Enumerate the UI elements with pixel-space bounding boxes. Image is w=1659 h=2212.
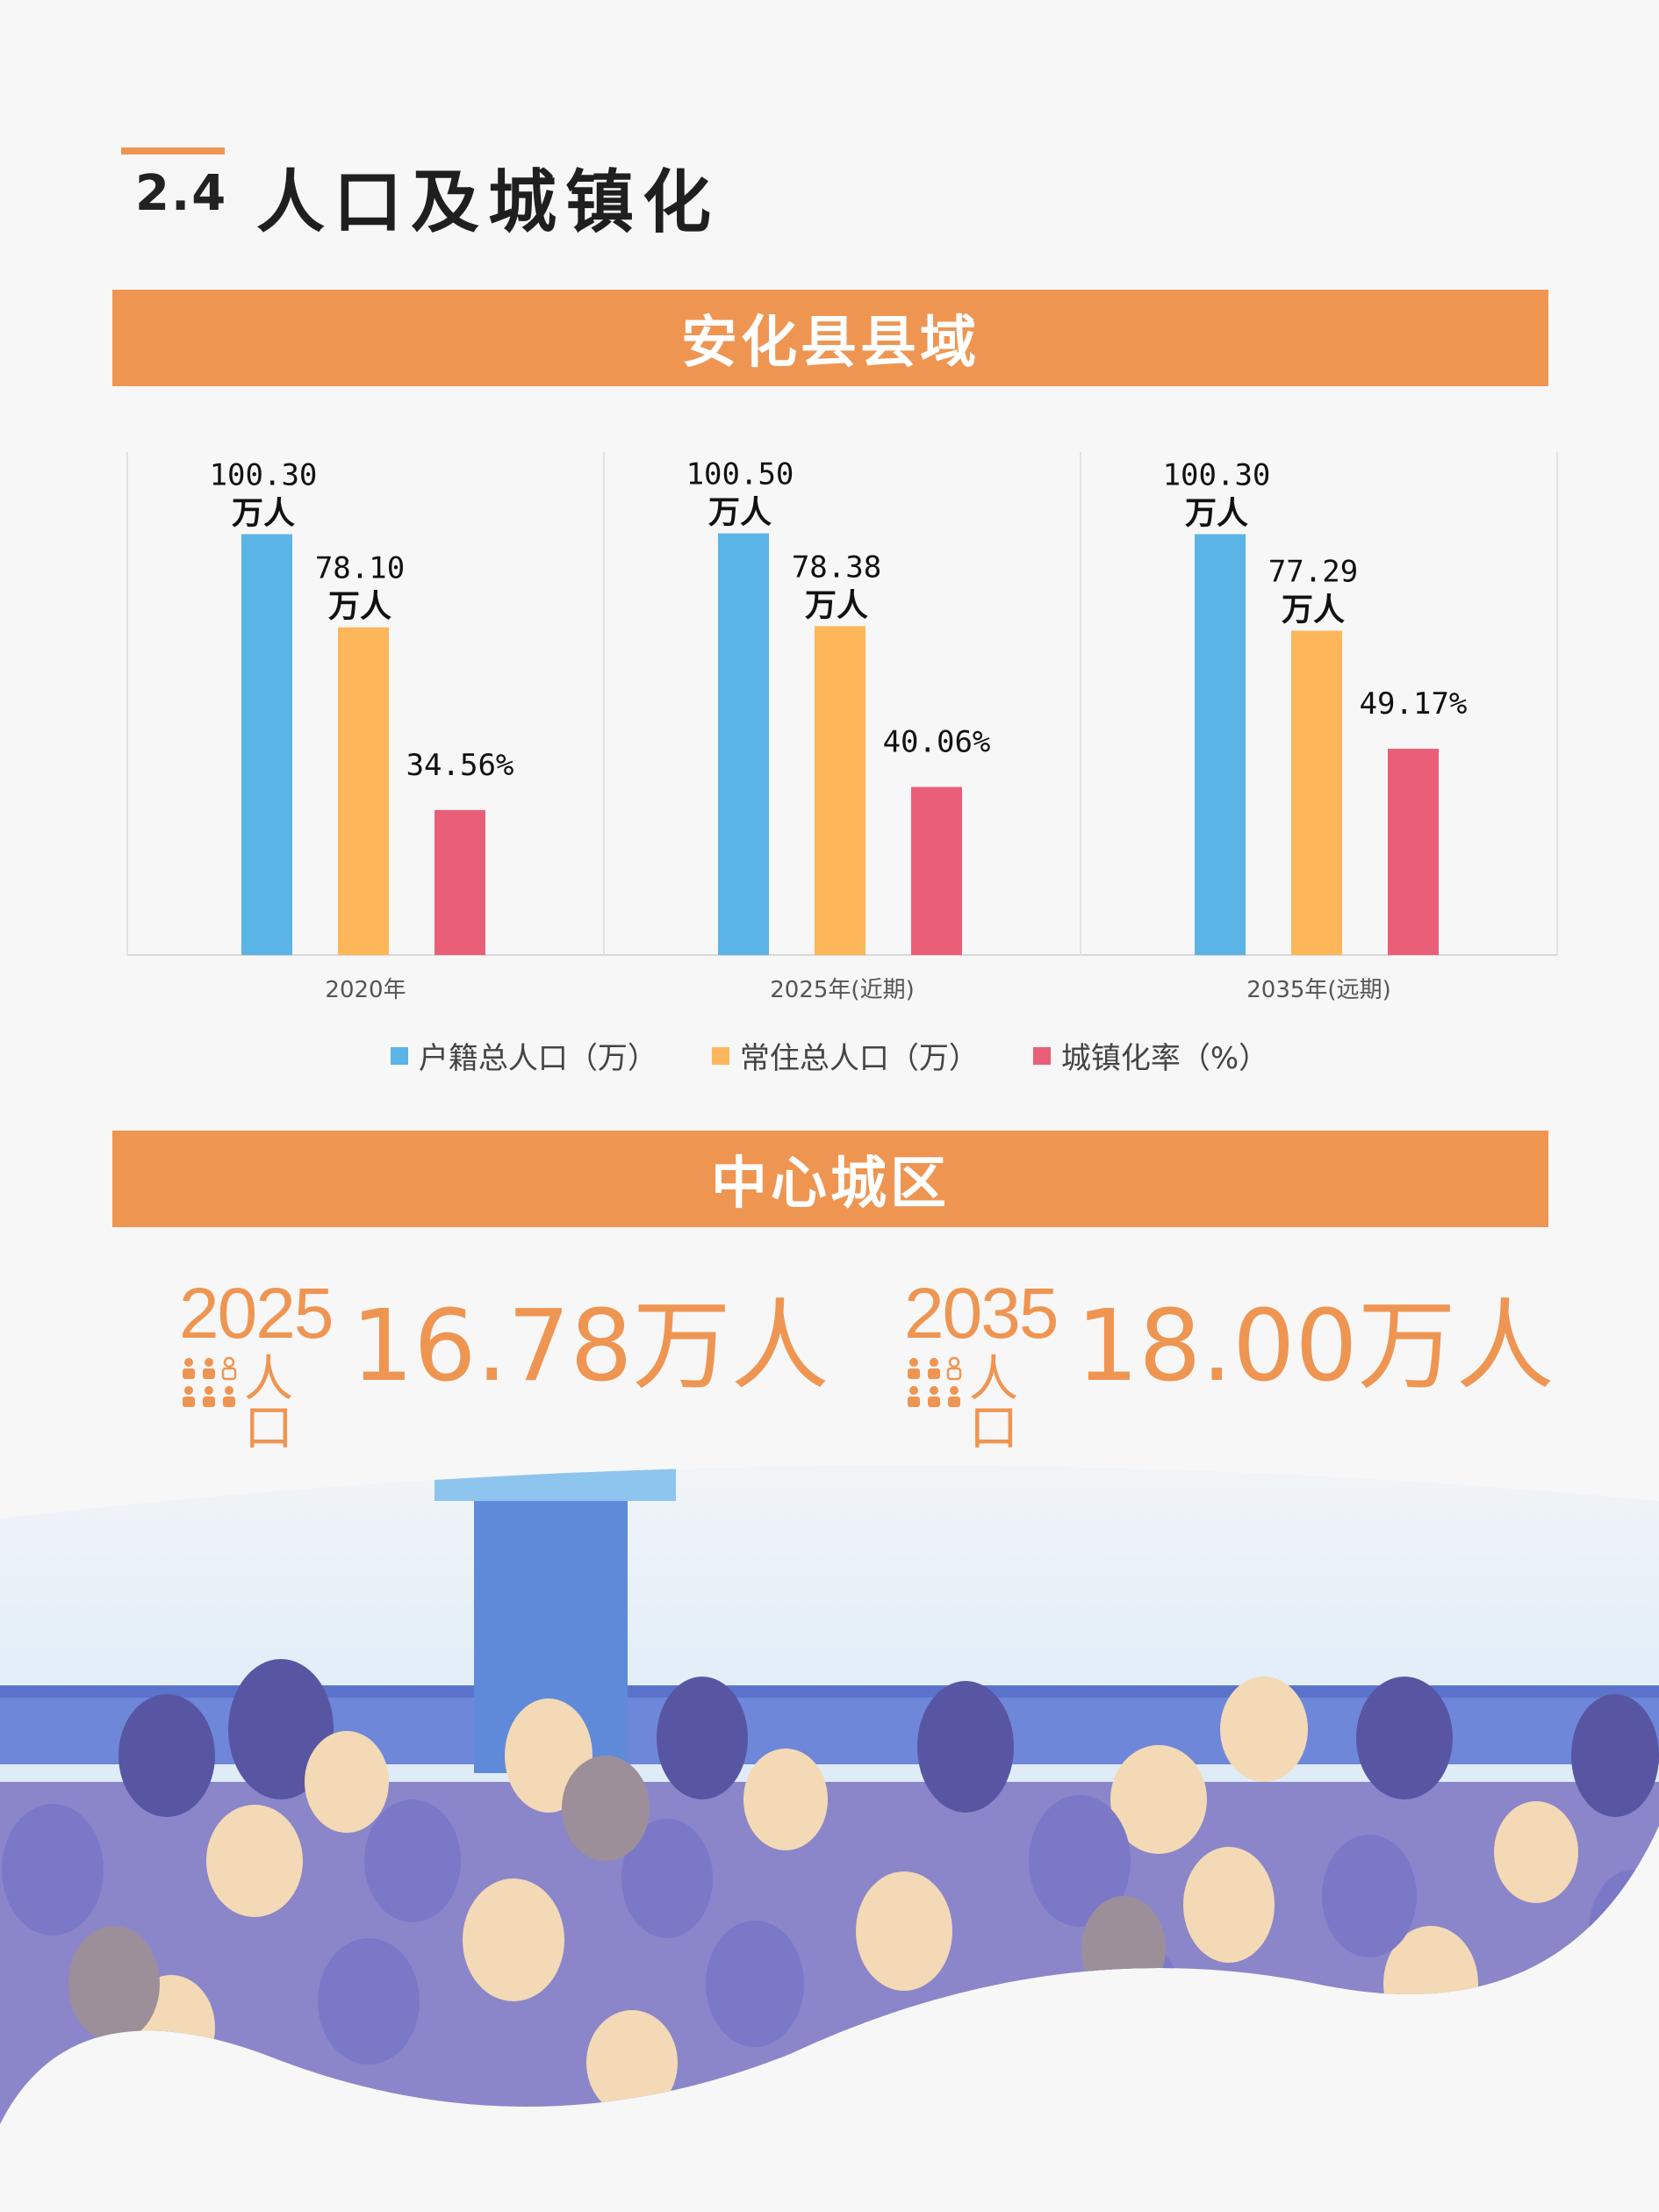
- stat-label: 人口: [969, 1351, 1018, 1457]
- bar-0-1: [718, 533, 769, 955]
- stat-year: 2025: [179, 1274, 334, 1354]
- data-label: 78.38: [792, 549, 881, 585]
- bar-0-2: [1195, 534, 1246, 955]
- bar-2-0: [434, 809, 485, 955]
- stat-year: 2035: [904, 1274, 1059, 1354]
- legend-swatch-resident: [711, 1046, 729, 1065]
- x-tick-label: 2025年(近期): [770, 977, 914, 1003]
- data-label: 78.10: [315, 551, 405, 586]
- people-icon: [908, 1356, 962, 1407]
- legend-item-household: 户籍总人口（万）: [390, 1034, 657, 1077]
- bar-2-2: [1388, 748, 1439, 955]
- bar-1-1: [815, 626, 865, 955]
- x-tick-label: 2020年: [325, 977, 406, 1003]
- x-tick-label: 2035年(远期): [1246, 977, 1390, 1003]
- data-label: 34.56%: [406, 748, 514, 783]
- section-number: 2.4: [135, 165, 228, 222]
- center-banner-label: 中心城区: [711, 1152, 950, 1217]
- data-label-unit: 万人: [1282, 592, 1345, 628]
- data-label: 100.30: [210, 458, 318, 493]
- stat-value: 16.78万人: [351, 1289, 830, 1404]
- people-icon: [183, 1356, 237, 1407]
- bar-2-1: [911, 786, 962, 955]
- bar-1-0: [338, 627, 389, 955]
- county-banner-label: 安化县县域: [681, 311, 980, 376]
- legend-label-urbanization: 城镇化率（%）: [1060, 1041, 1269, 1076]
- bar-0-0: [241, 534, 292, 955]
- data-label: 100.50: [686, 457, 794, 492]
- data-label: 100.30: [1163, 458, 1271, 493]
- legend-swatch-urbanization: [1032, 1046, 1051, 1065]
- data-label-unit: 万人: [232, 496, 295, 532]
- county-banner: 安化县县域: [112, 290, 1548, 386]
- data-label: 40.06%: [883, 725, 991, 760]
- section-rule: [121, 147, 225, 154]
- data-label-unit: 万人: [1185, 496, 1248, 532]
- data-label: 49.17%: [1360, 686, 1468, 722]
- data-label: 77.29: [1268, 555, 1358, 590]
- legend-swatch-household: [390, 1046, 408, 1065]
- data-label-unit: 万人: [328, 589, 391, 625]
- stat-label: 人口: [244, 1351, 293, 1457]
- legend-item-resident: 常住总人口（万）: [711, 1034, 979, 1077]
- chart-legend: 户籍总人口（万） 常住总人口（万） 城镇化率（%）: [0, 1034, 1659, 1077]
- data-label-unit: 万人: [805, 587, 868, 623]
- population-chart: 100.30万人78.10万人34.56%2020年100.50万人78.38万…: [126, 452, 1558, 1003]
- bar-1-2: [1291, 630, 1342, 955]
- legend-item-urbanization: 城镇化率（%）: [1032, 1034, 1269, 1077]
- stat-value: 18.00万人: [1076, 1289, 1555, 1404]
- legend-label-resident: 常住总人口（万）: [739, 1041, 979, 1076]
- crowd-illustration: [0, 1465, 1659, 2124]
- center-banner: 中心城区: [112, 1131, 1548, 1227]
- page-title: 人口及城镇化: [256, 163, 721, 242]
- data-label-unit: 万人: [708, 495, 772, 531]
- legend-label-household: 户籍总人口（万）: [418, 1041, 657, 1076]
